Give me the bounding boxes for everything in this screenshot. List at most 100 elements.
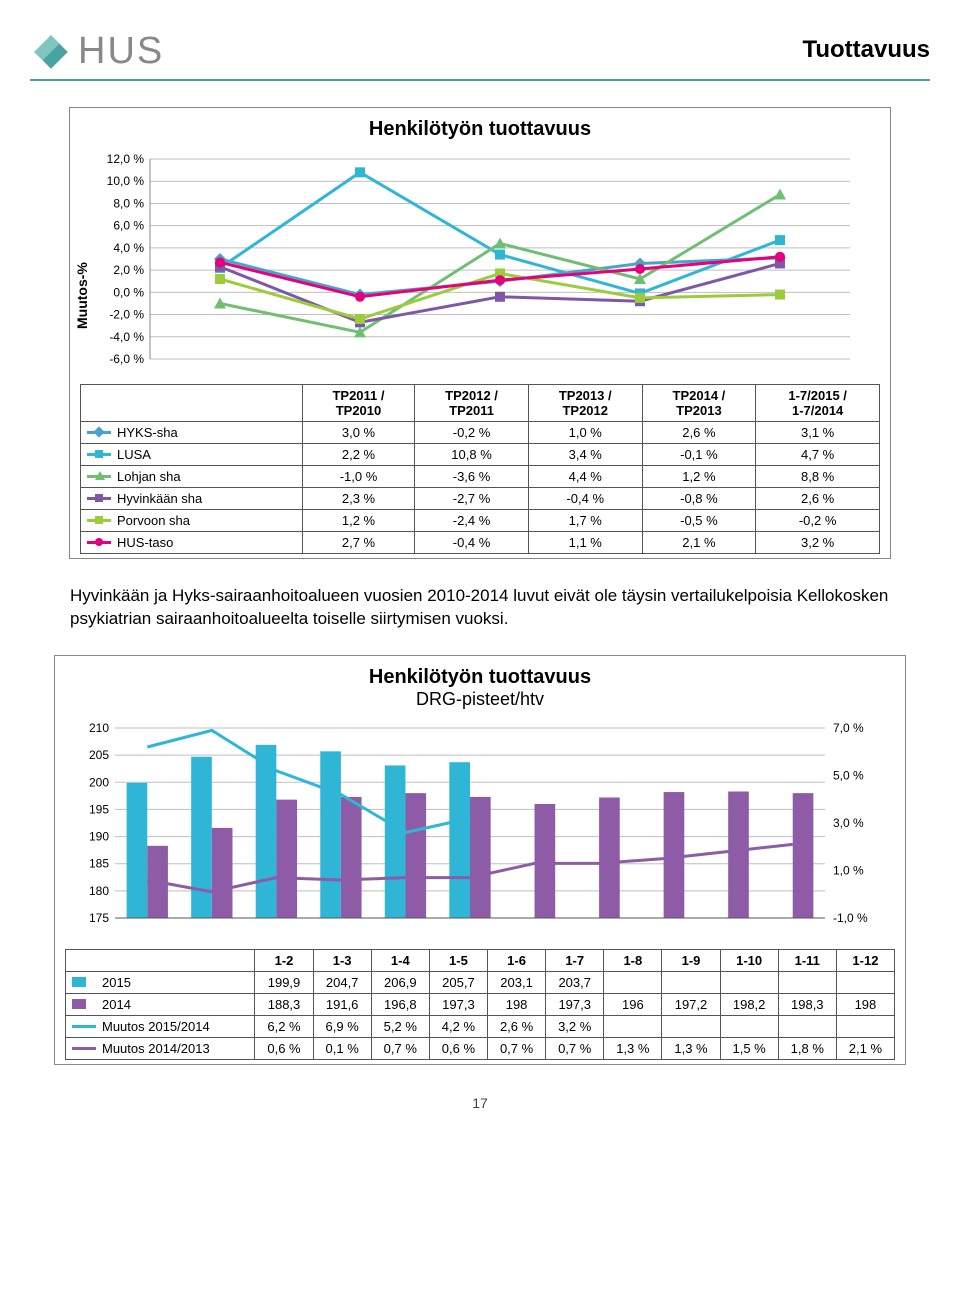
chart2-plot: 175180185190195200205210-1,0 %1,0 %3,0 %…: [65, 718, 885, 938]
chart1-container: Henkilötyön tuottavuus Muutos-% -6,0 %-4…: [69, 107, 891, 559]
svg-text:4,0 %: 4,0 %: [113, 241, 144, 255]
chart1-col-header: TP2013 /TP2012: [528, 385, 642, 422]
chart2-cell: [836, 1015, 894, 1037]
chart2-cell: 0,6 %: [255, 1037, 313, 1059]
chart2-col-header: 1-12: [836, 949, 894, 971]
chart2-cell: [662, 971, 720, 993]
chart1-cell: -1,0 %: [302, 466, 414, 488]
chart1-cell: 3,4 %: [528, 444, 642, 466]
chart1-cell: 2,3 %: [302, 488, 414, 510]
chart2-cell: [604, 1015, 662, 1037]
svg-text:3,0 %: 3,0 %: [833, 816, 864, 830]
chart1-series-name: Lohjan sha: [81, 466, 303, 488]
chart2-cell: 3,2 %: [546, 1015, 604, 1037]
chart1-cell: 4,7 %: [756, 444, 880, 466]
svg-text:-4,0 %: -4,0 %: [109, 330, 144, 344]
chart2-cell: 6,2 %: [255, 1015, 313, 1037]
chart2-cell: 205,7: [429, 971, 487, 993]
page-title: Tuottavuus: [802, 36, 930, 64]
chart1-series-name: Porvoon sha: [81, 510, 303, 532]
chart2-series-name: Muutos 2014/2013: [66, 1037, 255, 1059]
chart1-cell: 2,6 %: [642, 422, 756, 444]
header: HUS Tuottavuus: [30, 30, 930, 73]
chart1-cell: -0,4 %: [415, 532, 529, 554]
header-rule: [30, 79, 930, 81]
chart1-cell: -0,1 %: [642, 444, 756, 466]
chart2-cell: 198,3: [778, 993, 836, 1015]
chart2-cell: 188,3: [255, 993, 313, 1015]
chart2-col-header: 1-8: [604, 949, 662, 971]
svg-text:7,0 %: 7,0 %: [833, 721, 864, 735]
chart2-cell: 198: [836, 993, 894, 1015]
chart1-cell: 2,1 %: [642, 532, 756, 554]
chart2-col-header: 1-5: [429, 949, 487, 971]
svg-text:6,0 %: 6,0 %: [113, 219, 144, 233]
chart2-cell: [778, 1015, 836, 1037]
chart2-cell: 1,3 %: [662, 1037, 720, 1059]
chart2-cell: [662, 1015, 720, 1037]
chart2-cell: 197,3: [429, 993, 487, 1015]
chart2-data-table: 1-21-31-41-51-61-71-81-91-101-111-122015…: [65, 949, 895, 1060]
svg-text:1,0 %: 1,0 %: [833, 863, 864, 877]
chart2-title: Henkilötyön tuottavuus: [65, 666, 895, 689]
chart2-cell: 0,7 %: [546, 1037, 604, 1059]
chart2-cell: [720, 1015, 778, 1037]
chart2-col-header: 1-9: [662, 949, 720, 971]
svg-text:0,0 %: 0,0 %: [113, 285, 144, 299]
chart1-series-name: HYKS-sha: [81, 422, 303, 444]
chart1-cell: -0,8 %: [642, 488, 756, 510]
svg-text:12,0 %: 12,0 %: [107, 152, 145, 166]
chart1-cell: -3,6 %: [415, 466, 529, 488]
chart1-cell: -0,2 %: [756, 510, 880, 532]
chart1-cell: 8,8 %: [756, 466, 880, 488]
chart2-cell: 199,9: [255, 971, 313, 993]
svg-text:200: 200: [89, 775, 109, 789]
chart2-cell: 4,2 %: [429, 1015, 487, 1037]
chart1-cell: -2,7 %: [415, 488, 529, 510]
svg-text:195: 195: [89, 802, 109, 816]
svg-text:10,0 %: 10,0 %: [107, 174, 145, 188]
chart2-cell: 203,1: [488, 971, 546, 993]
chart2-cell: [836, 971, 894, 993]
chart2-cell: 2,6 %: [488, 1015, 546, 1037]
chart2-col-header: 1-7: [546, 949, 604, 971]
logo-icon: [30, 31, 72, 73]
chart1-col-header: TP2012 /TP2011: [415, 385, 529, 422]
chart1-cell: 3,0 %: [302, 422, 414, 444]
svg-text:190: 190: [89, 829, 109, 843]
svg-text:-6,0 %: -6,0 %: [109, 352, 144, 366]
chart1-title: Henkilötyön tuottavuus: [80, 118, 880, 141]
chart2-cell: 196,8: [371, 993, 429, 1015]
svg-text:2,0 %: 2,0 %: [113, 263, 144, 277]
chart2-cell: 1,5 %: [720, 1037, 778, 1059]
chart1-cell: 2,6 %: [756, 488, 880, 510]
chart1-series-name: LUSA: [81, 444, 303, 466]
page-number: 17: [30, 1095, 930, 1111]
chart2-cell: [720, 971, 778, 993]
chart2-container: Henkilötyön tuottavuus DRG-pisteet/htv 1…: [54, 655, 906, 1065]
body-text: Hyvinkään ja Hyks-sairaanhoitoalueen vuo…: [70, 585, 890, 631]
chart1-cell: -0,4 %: [528, 488, 642, 510]
chart1-cell: 3,1 %: [756, 422, 880, 444]
chart2-cell: 5,2 %: [371, 1015, 429, 1037]
chart2-col-header: 1-3: [313, 949, 371, 971]
svg-text:-1,0 %: -1,0 %: [833, 911, 868, 925]
chart2-col-header: 1-2: [255, 949, 313, 971]
chart2-cell: 0,6 %: [429, 1037, 487, 1059]
chart2-cell: 196: [604, 993, 662, 1015]
chart2-col-header: 1-6: [488, 949, 546, 971]
chart2-cell: 206,9: [371, 971, 429, 993]
chart2-cell: 1,8 %: [778, 1037, 836, 1059]
chart1-cell: 3,2 %: [756, 532, 880, 554]
logo-text: HUS: [78, 30, 164, 73]
svg-text:205: 205: [89, 748, 109, 762]
svg-text:210: 210: [89, 721, 109, 735]
chart2-col-header: 1-10: [720, 949, 778, 971]
chart1-data-table: TP2011 /TP2010TP2012 /TP2011TP2013 /TP20…: [80, 384, 880, 554]
chart2-cell: 203,7: [546, 971, 604, 993]
chart2-col-header: 1-11: [778, 949, 836, 971]
svg-text:-2,0 %: -2,0 %: [109, 308, 144, 322]
chart2-cell: [604, 971, 662, 993]
chart1-col-header: 1-7/2015 /1-7/2014: [756, 385, 880, 422]
chart1-cell: 1,1 %: [528, 532, 642, 554]
